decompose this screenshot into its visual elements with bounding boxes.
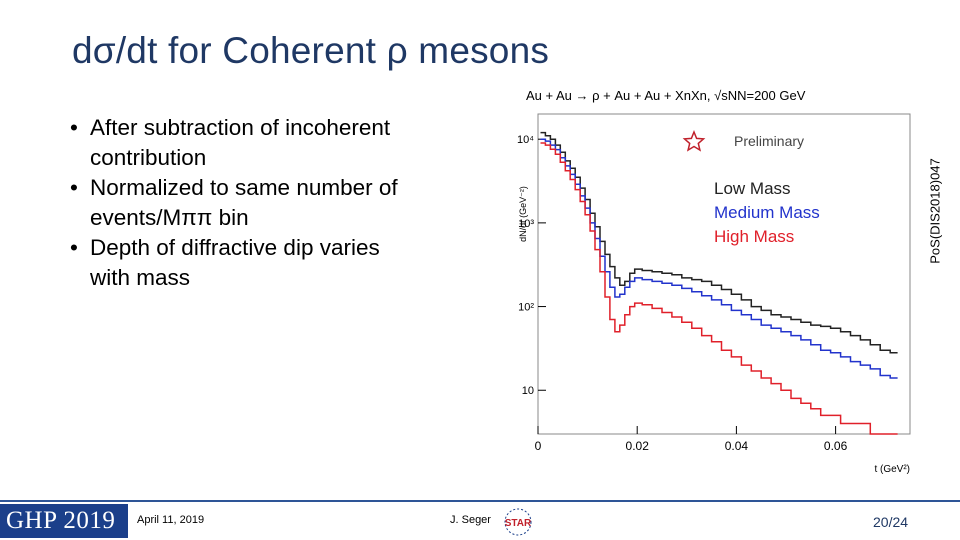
- chart-legend: Low Mass Medium Mass High Mass: [714, 179, 820, 246]
- chart-container: Au + Au → ρ + Au + Au + XnXn, √sNN=200 G…: [498, 84, 928, 480]
- legend-entry-medium-mass: Medium Mass: [714, 203, 820, 222]
- y-axis-label: dN/dt (GeV⁻²): [518, 186, 528, 242]
- bullet-icon: •: [70, 115, 78, 140]
- legend-entry-low-mass: Low Mass: [714, 179, 791, 198]
- footer-author: J. Seger: [450, 514, 491, 526]
- bullet-icon: •: [70, 175, 78, 200]
- x-axis-label: t (GeV²): [874, 464, 910, 475]
- x-tick-label: 0.02: [626, 439, 650, 453]
- bullet-text-continued: events/Mππ bin: [90, 205, 249, 230]
- star-logo: STAR: [504, 508, 532, 536]
- y-tick-label: 10³: [518, 218, 534, 230]
- x-tick-label: 0.04: [725, 439, 749, 453]
- page-number: 20/24: [873, 514, 909, 530]
- bullet-text: Depth of diffractive dip varies: [90, 235, 380, 260]
- star-shape: [682, 130, 706, 152]
- plot-frame: [537, 113, 911, 435]
- ghp-logo: GHP 2019: [0, 504, 128, 538]
- series-line-medium-mass: [540, 138, 898, 379]
- side-label: PoS(DIS2018)047: [925, 85, 945, 337]
- series-line-low-mass: [540, 131, 898, 354]
- bullet-icon: •: [70, 235, 78, 260]
- footer-bar: [0, 502, 960, 540]
- bullet-text: Normalized to same number of: [90, 175, 398, 200]
- x-tick-label: 0.06: [824, 439, 848, 453]
- chart-title: Au + Au → ρ + Au + Au + XnXn, √sNN=200 G…: [526, 88, 806, 103]
- bullet-list: • After subtraction of incoherent contri…: [70, 113, 470, 293]
- dsigma-dt-chart: Au + Au → ρ + Au + Au + XnXn, √sNN=200 G…: [517, 88, 911, 475]
- legend-entry-high-mass: High Mass: [714, 227, 794, 246]
- bullet-text-continued: with mass: [90, 265, 191, 290]
- star-logo-icon: [682, 130, 706, 152]
- x-tick-label: 0: [535, 439, 542, 453]
- y-tick-label: 10⁴: [517, 134, 534, 146]
- bullet-item: • Depth of diffractive dip varies with m…: [70, 233, 470, 293]
- preliminary-label: Preliminary: [734, 133, 804, 149]
- series-group: [540, 131, 898, 435]
- footer-date: April 11, 2019: [137, 514, 205, 526]
- axis-ticks: 0 0.02 0.04 0.06 10 10² 10³ 10⁴: [517, 134, 848, 453]
- slide-title: dσ/dt for Coherent ρ mesons: [72, 30, 550, 71]
- bullet-text: After subtraction of incoherent: [90, 115, 391, 140]
- y-tick-label: 10: [522, 385, 534, 397]
- star-logo-text: STAR: [505, 518, 532, 529]
- series-line-high-mass: [540, 142, 898, 435]
- bullet-item: • Normalized to same number of events/Mπ…: [70, 173, 470, 233]
- bullet-item: • After subtraction of incoherent contri…: [70, 113, 470, 173]
- pos-citation: PoS(DIS2018)047: [927, 158, 943, 264]
- bullet-text-continued: contribution: [90, 145, 207, 170]
- y-tick-label: 10²: [518, 302, 534, 314]
- footer-divider: [0, 500, 960, 502]
